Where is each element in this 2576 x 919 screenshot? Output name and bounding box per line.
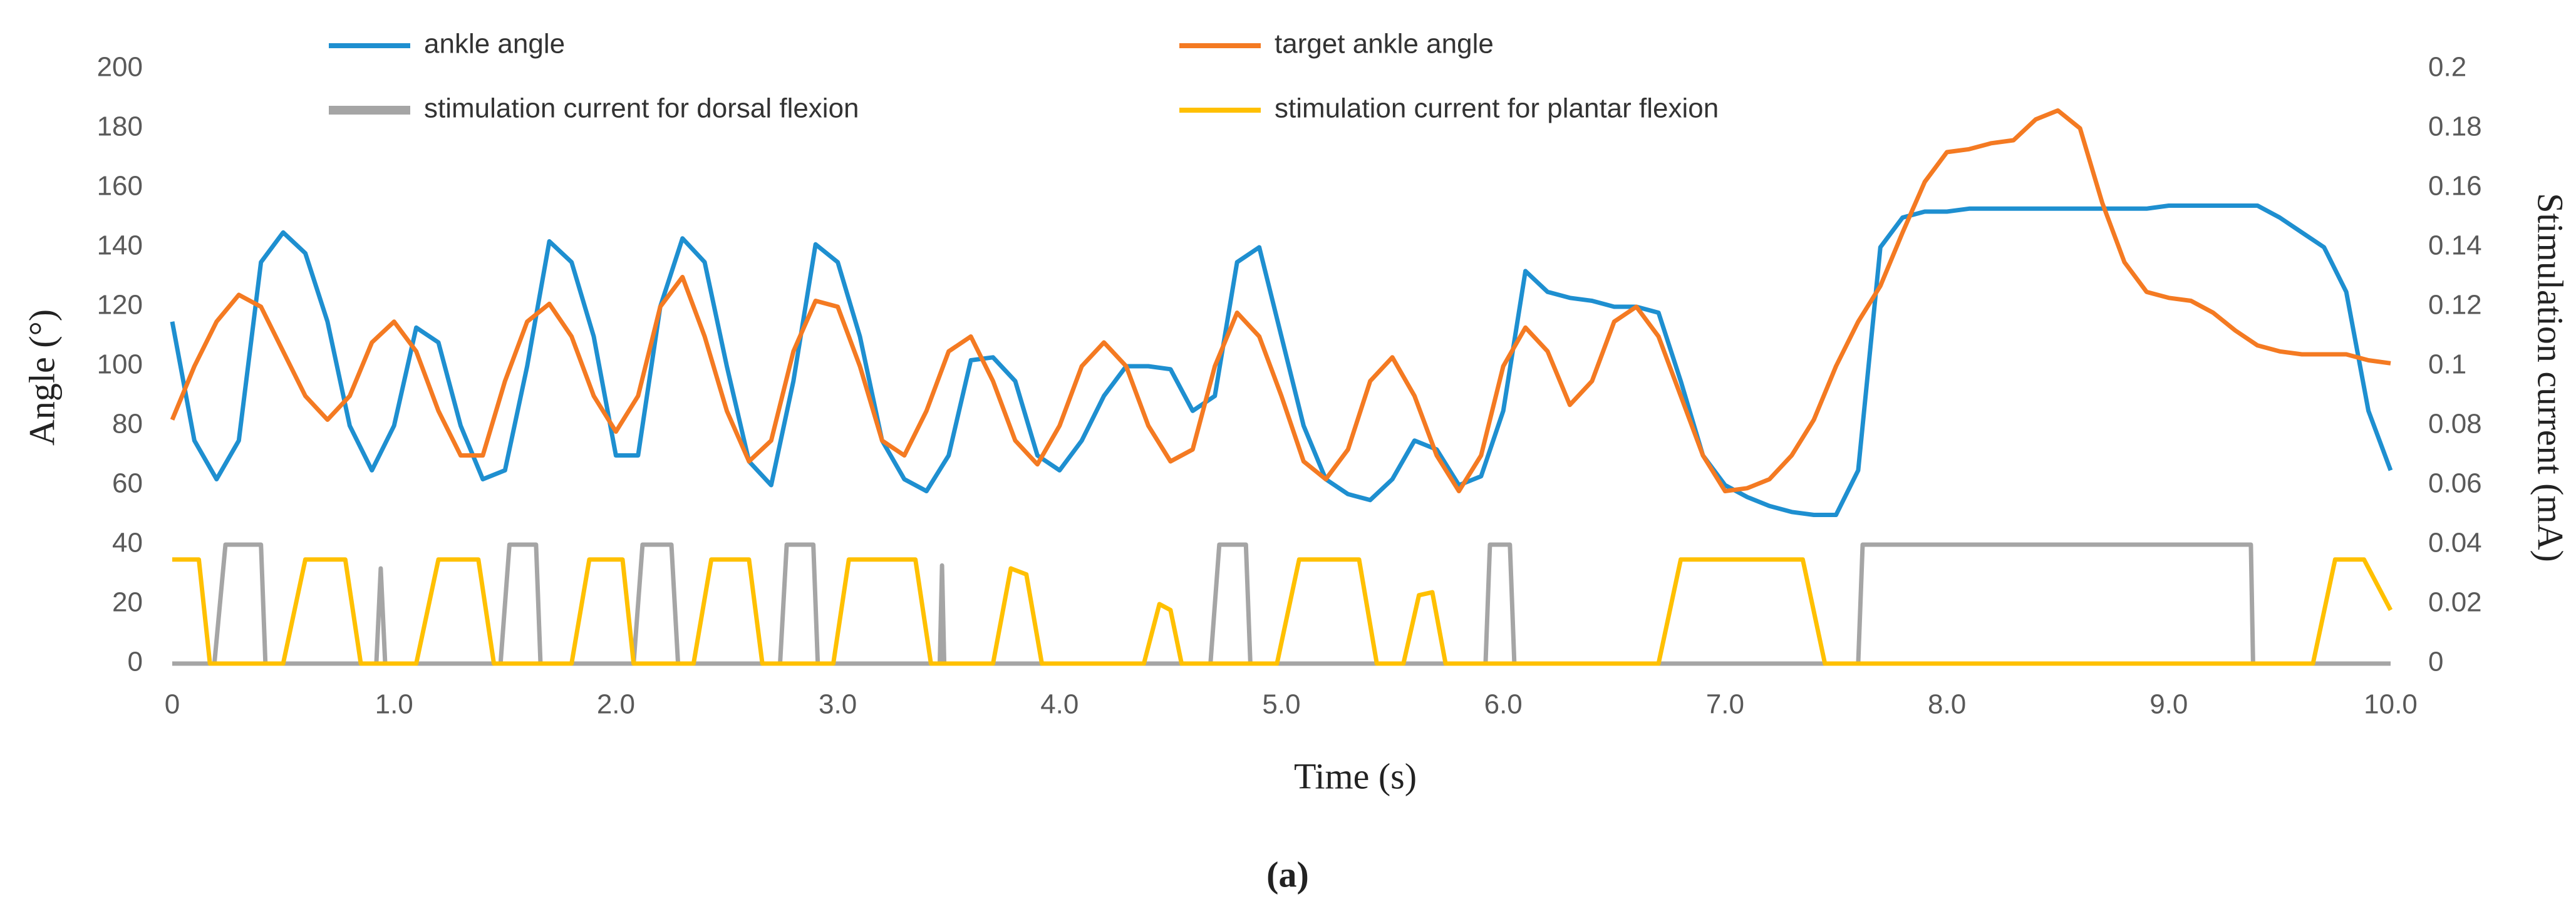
y2-tick-label: 0.2: [2428, 52, 2466, 83]
y-tick-label: 80: [112, 409, 143, 439]
y-tick-label: 200: [97, 52, 143, 83]
y2-tick-label: 0: [2428, 647, 2443, 677]
y-tick-label: 20: [112, 587, 143, 618]
series-line: [170, 108, 2391, 493]
y2-tick-label: 0.18: [2428, 111, 2482, 142]
series-line: [170, 203, 2393, 517]
x-tick-label: 8.0: [1928, 689, 1966, 720]
y-tick-label: 60: [112, 468, 143, 499]
y-tick-label: 140: [97, 230, 143, 261]
legend-label: ankle angle: [424, 29, 565, 59]
x-tick-label: 6.0: [1484, 689, 1523, 720]
y-tick-label: 160: [97, 171, 143, 202]
legend-label: stimulation current for dorsal flexion: [424, 93, 859, 124]
y2-tick-label: 0.08: [2428, 409, 2482, 439]
y2-tick-label: 0.02: [2428, 587, 2482, 618]
y2-tick-label: 0.14: [2428, 230, 2482, 261]
x-tick-label: 1.0: [375, 689, 413, 720]
x-tick-label: 5.0: [1262, 689, 1300, 720]
x-tick-label: 2.0: [597, 689, 635, 720]
y-tick-label: 120: [97, 290, 143, 321]
y-tick-label: 180: [97, 111, 143, 142]
y-tick-label: 0: [128, 647, 143, 677]
y2-tick-label: 0.12: [2428, 290, 2482, 321]
y2-tick-label: 0.04: [2428, 528, 2482, 558]
y-tick-label: 40: [112, 528, 143, 558]
x-axis-title: Time (s): [1294, 756, 1417, 796]
y2-tick-label: 0.06: [2428, 468, 2482, 499]
x-tick-label: 0: [165, 689, 180, 720]
x-tick-label: 9.0: [2149, 689, 2188, 720]
legend-label: target ankle angle: [1275, 29, 1494, 59]
y2-axis-title: Stimulation current (mA): [2530, 193, 2571, 562]
y-tick-label: 100: [97, 349, 143, 380]
y2-tick-label: 0.16: [2428, 171, 2482, 202]
x-tick-label: 4.0: [1040, 689, 1079, 720]
caption: (a): [1266, 854, 1309, 895]
x-tick-label: 3.0: [819, 689, 857, 720]
y-axis-title: Angle (°): [21, 309, 62, 446]
series-line: [172, 557, 2393, 666]
x-tick-label: 10.0: [2364, 689, 2418, 720]
legend-label: stimulation current for plantar flexion: [1275, 93, 1719, 124]
x-tick-label: 7.0: [1706, 689, 1744, 720]
y2-tick-label: 0.1: [2428, 349, 2466, 380]
series-line: [172, 542, 2391, 666]
